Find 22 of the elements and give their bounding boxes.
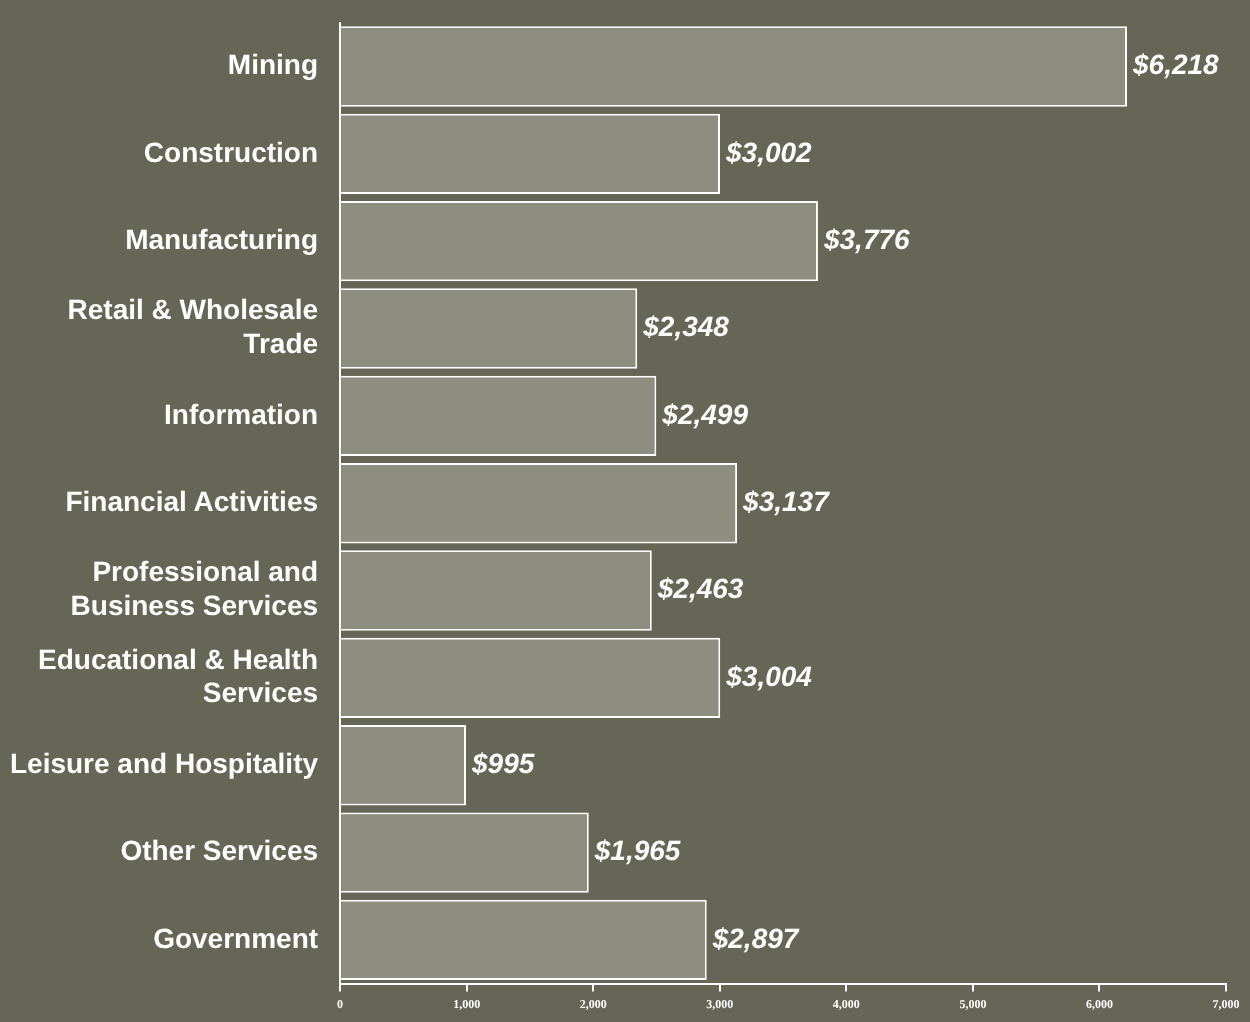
y-tick-label: Government xyxy=(153,921,319,954)
data-label: $3,004 xyxy=(724,659,813,692)
y-tick-label: Leisure and Hospitality xyxy=(9,746,319,779)
y-tick-label: Construction xyxy=(143,135,319,168)
y-tick-label: Mining xyxy=(227,48,319,81)
y-tick-label: Retail & Wholesale Trade xyxy=(67,293,319,360)
data-label: $2,897 xyxy=(710,921,801,954)
y-tick-label: Financial Activities xyxy=(65,484,319,517)
y-tick-label: Other Services xyxy=(120,834,319,867)
data-label: $3,776 xyxy=(821,222,911,255)
data-label: $3,137 xyxy=(741,484,832,517)
y-tick-label: Information xyxy=(164,397,319,430)
data-label: $1,965 xyxy=(592,834,681,867)
data-label: $6,218 xyxy=(1131,48,1220,81)
y-tick-label: Educational & Health Services xyxy=(38,642,319,709)
data-label: $2,499 xyxy=(660,397,749,430)
y-tick-label: Manufacturing xyxy=(125,222,319,255)
data-label: $995 xyxy=(470,746,535,779)
data-label: $3,002 xyxy=(724,135,813,168)
data-label: $2,348 xyxy=(641,310,730,343)
data-label: $2,463 xyxy=(655,572,744,605)
y-tick-label: Professional and Business Services xyxy=(70,555,319,622)
